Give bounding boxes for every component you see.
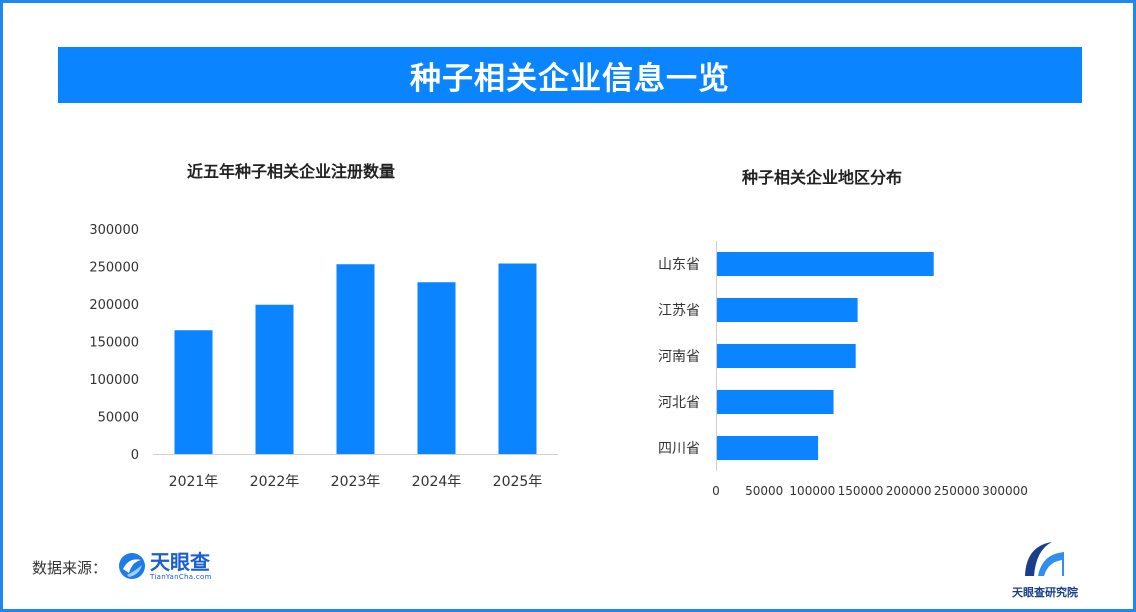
x-tick-label: 2025年 [493, 474, 543, 490]
x-tick-label: 150000 [838, 484, 884, 498]
bar [255, 304, 294, 454]
institute-logo: 天眼查研究院 [1000, 538, 1090, 600]
y-tick-label: 100000 [89, 373, 139, 388]
bar [498, 263, 537, 454]
y-tick-label: 江苏省 [658, 303, 700, 319]
tianyancha-logo-icon [119, 553, 145, 579]
institute-logo-icon [1025, 542, 1064, 576]
hbar-chart-title: 种子相关企业地区分布 [742, 168, 903, 187]
x-tick-label: 250000 [934, 484, 980, 498]
bar [717, 436, 819, 460]
bar [717, 344, 856, 368]
bar [717, 298, 858, 322]
y-tick-label: 150000 [89, 336, 139, 351]
x-tick-label: 2022年 [250, 474, 300, 490]
x-tick-label: 100000 [789, 484, 835, 498]
bar [717, 390, 834, 414]
y-tick-label: 50000 [98, 411, 139, 426]
banner-title: 种子相关企业信息一览 [58, 47, 1082, 103]
x-tick-label: 2021年 [169, 474, 219, 490]
bar [417, 282, 456, 454]
bar [174, 330, 213, 454]
y-tick-label: 200000 [89, 298, 139, 313]
y-tick-label: 0 [131, 448, 139, 463]
y-tick-label: 河北省 [658, 395, 700, 411]
y-tick-label: 300000 [89, 223, 139, 238]
y-tick-label: 河南省 [658, 349, 700, 365]
bar [717, 252, 934, 276]
x-tick-label: 0 [712, 484, 720, 498]
institute-name: 天眼查研究院 [1012, 586, 1078, 599]
bar-chart-title: 近五年种子相关企业注册数量 [187, 162, 396, 181]
x-tick-label: 300000 [982, 484, 1028, 498]
y-tick-label: 250000 [89, 261, 139, 276]
data-source-label: 数据来源： [32, 559, 108, 577]
x-tick-label: 200000 [886, 484, 932, 498]
tianyancha-logo: 天眼查 TianYanCha.com [117, 551, 212, 581]
x-tick-label: 2023年 [331, 474, 381, 490]
tianyancha-logo-name: 天眼查 [150, 549, 210, 574]
registration-bar-chart: 300000 250000 200000 150000 100000 50000 0 2021… [89, 223, 558, 490]
y-tick-label: 四川省 [658, 441, 700, 457]
bar [336, 264, 375, 454]
y-tick-label: 山东省 [658, 257, 700, 273]
x-tick-label: 50000 [745, 484, 783, 498]
tianyancha-logo-url: TianYanCha.com [150, 572, 212, 581]
x-tick-label: 2024年 [412, 474, 462, 490]
